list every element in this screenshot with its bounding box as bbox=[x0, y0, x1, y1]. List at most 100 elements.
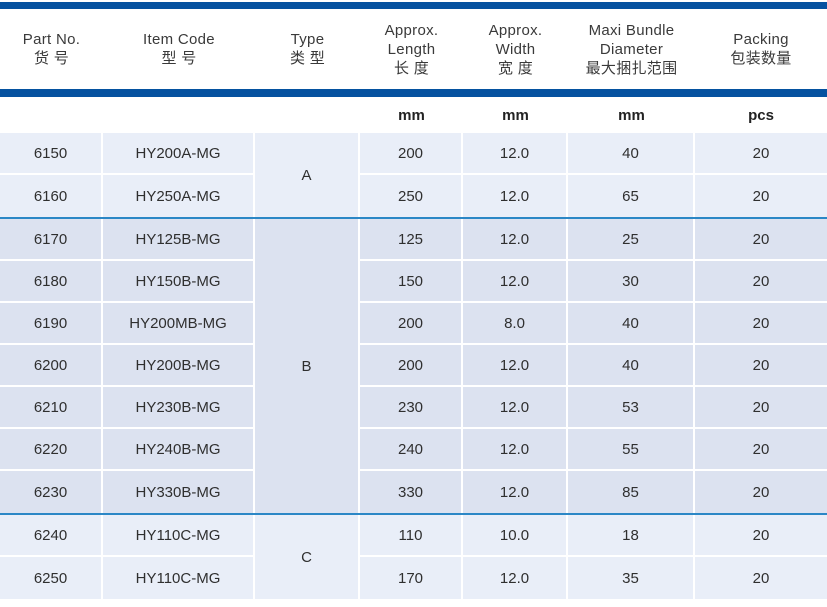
width-cell: 12.0 bbox=[463, 471, 568, 513]
bundle-diameter-cell: 40 bbox=[568, 133, 695, 175]
width-cell: 12.0 bbox=[463, 133, 568, 175]
length-cell: 125 bbox=[360, 219, 463, 261]
bundle-diameter-cell: 65 bbox=[568, 175, 695, 217]
part-no-cell: 6220 bbox=[0, 429, 103, 471]
part-no-cell: 6200 bbox=[0, 345, 103, 387]
item-code-cell: HY250A-MG bbox=[103, 175, 255, 217]
length-cell: 200 bbox=[360, 303, 463, 345]
part-no-cell: 6250 bbox=[0, 557, 103, 599]
column-header-approx-length-line: 长 度 bbox=[393, 59, 430, 77]
length-cell: 240 bbox=[360, 429, 463, 471]
unit-label: pcs bbox=[748, 106, 774, 124]
column-header-item-code: Item Code 型 号 bbox=[103, 30, 255, 68]
unit-label: mm bbox=[502, 106, 529, 124]
part-no-cell: 6160 bbox=[0, 175, 103, 217]
length-cell: 170 bbox=[360, 557, 463, 599]
width-cell: 12.0 bbox=[463, 219, 568, 261]
type-cell: B bbox=[255, 219, 360, 513]
type-group-A: 6150 HY200A-MG 200 12.0 40 20 A 6160 HY250A-MG 25… bbox=[0, 133, 827, 217]
packing-cell: 20 bbox=[695, 387, 827, 429]
column-header-approx-width-line: Width bbox=[495, 40, 536, 58]
unit-label: mm bbox=[618, 106, 645, 124]
column-header-approx-width-line: 宽 度 bbox=[497, 59, 534, 77]
item-code-cell: HY125B-MG bbox=[103, 219, 255, 261]
length-cell: 200 bbox=[360, 345, 463, 387]
packing-cell: 20 bbox=[695, 345, 827, 387]
column-header-approx-length-line: Length bbox=[387, 40, 436, 58]
top-accent-bar bbox=[0, 2, 827, 9]
column-header-maxi-bundle-diameter: Maxi Bundle Diameter 最大捆扎范围 bbox=[568, 21, 695, 78]
table-header-row: Part No. 货 号 Item Code 型 号 Type 类 型 Approx. Len… bbox=[0, 9, 827, 89]
type-cell: C bbox=[255, 515, 360, 599]
part-no-cell: 6230 bbox=[0, 471, 103, 513]
length-cell: 230 bbox=[360, 387, 463, 429]
column-header-item-code-line: 型 号 bbox=[161, 50, 197, 67]
packing-cell: 20 bbox=[695, 515, 827, 557]
part-no-cell: 6240 bbox=[0, 515, 103, 557]
column-header-part-no-line: Part No. bbox=[22, 31, 81, 48]
item-code-cell: HY240B-MG bbox=[103, 429, 255, 471]
length-cell: 330 bbox=[360, 471, 463, 513]
bundle-diameter-cell: 55 bbox=[568, 429, 695, 471]
item-code-cell: HY230B-MG bbox=[103, 387, 255, 429]
column-header-approx-width: Approx. Width 宽 度 bbox=[463, 21, 568, 78]
column-header-approx-length: Approx. Length 长 度 bbox=[360, 21, 463, 78]
packing-cell: 20 bbox=[695, 219, 827, 261]
length-cell: 250 bbox=[360, 175, 463, 217]
packing-cell: 20 bbox=[695, 133, 827, 175]
packing-cell: 20 bbox=[695, 303, 827, 345]
bundle-diameter-cell: 40 bbox=[568, 303, 695, 345]
item-code-cell: HY200B-MG bbox=[103, 345, 255, 387]
width-cell: 12.0 bbox=[463, 557, 568, 599]
bundle-diameter-cell: 18 bbox=[568, 515, 695, 557]
packing-cell: 20 bbox=[695, 261, 827, 303]
packing-cell: 20 bbox=[695, 557, 827, 599]
type-cell: A bbox=[255, 133, 360, 217]
width-cell: 12.0 bbox=[463, 175, 568, 217]
part-no-cell: 6180 bbox=[0, 261, 103, 303]
column-header-packing-line: 包装数量 bbox=[730, 50, 792, 67]
width-cell: 12.0 bbox=[463, 429, 568, 471]
column-header-packing-line: Packing bbox=[733, 31, 789, 48]
type-group-C: 6240 HY110C-MG 110 10.0 18 20 C 6250 HY110C-MG 17… bbox=[0, 515, 827, 599]
item-code-cell: HY200A-MG bbox=[103, 133, 255, 175]
packing-cell: 20 bbox=[695, 175, 827, 217]
column-header-maxi-bundle-diameter-line: Maxi Bundle bbox=[588, 21, 675, 39]
column-header-maxi-bundle-diameter-line: 最大捆扎范围 bbox=[585, 59, 678, 77]
column-header-type-line: Type bbox=[290, 31, 325, 48]
column-header-maxi-bundle-diameter-line: Diameter bbox=[599, 40, 664, 58]
part-no-cell: 6210 bbox=[0, 387, 103, 429]
type-group-B: 6170 HY125B-MG 125 12.0 25 20 B 6180 HY150B-MG 15… bbox=[0, 219, 827, 513]
width-cell: 12.0 bbox=[463, 387, 568, 429]
item-code-cell: HY150B-MG bbox=[103, 261, 255, 303]
column-header-approx-width-line: Approx. bbox=[488, 21, 543, 39]
length-cell: 150 bbox=[360, 261, 463, 303]
bundle-diameter-cell: 35 bbox=[568, 557, 695, 599]
length-cell: 110 bbox=[360, 515, 463, 557]
units-row: mm mm mm pcs bbox=[0, 97, 827, 133]
packing-cell: 20 bbox=[695, 429, 827, 471]
part-no-cell: 6150 bbox=[0, 133, 103, 175]
table-body: 6150 HY200A-MG 200 12.0 40 20 A 6160 HY250A-MG 25… bbox=[0, 133, 827, 599]
column-header-type: Type 类 型 bbox=[255, 30, 360, 68]
bundle-diameter-cell: 30 bbox=[568, 261, 695, 303]
unit-label: mm bbox=[398, 106, 425, 124]
length-cell: 200 bbox=[360, 133, 463, 175]
group-divider bbox=[0, 513, 827, 515]
bundle-diameter-cell: 53 bbox=[568, 387, 695, 429]
width-cell: 12.0 bbox=[463, 345, 568, 387]
packing-cell: 20 bbox=[695, 471, 827, 513]
part-no-cell: 6190 bbox=[0, 303, 103, 345]
item-code-cell: HY330B-MG bbox=[103, 471, 255, 513]
bundle-diameter-cell: 85 bbox=[568, 471, 695, 513]
item-code-cell: HY200MB-MG bbox=[103, 303, 255, 345]
group-divider bbox=[0, 217, 827, 219]
column-header-item-code-line: Item Code bbox=[143, 31, 215, 48]
item-code-cell: HY110C-MG bbox=[103, 557, 255, 599]
header-separator-bar bbox=[0, 89, 827, 97]
column-header-type-line: 类 型 bbox=[289, 50, 326, 67]
width-cell: 12.0 bbox=[463, 261, 568, 303]
column-header-part-no: Part No. 货 号 bbox=[0, 30, 103, 68]
column-header-part-no-line: 货 号 bbox=[33, 50, 70, 67]
